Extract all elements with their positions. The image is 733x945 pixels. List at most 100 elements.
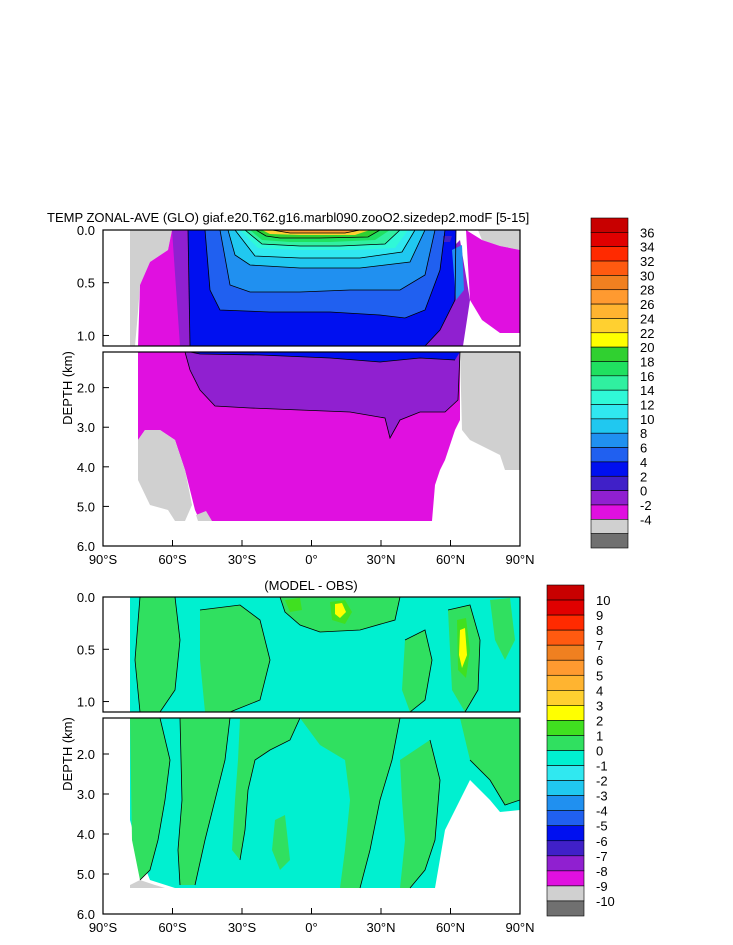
colorbar-swatch	[590, 504, 629, 520]
colorbar-swatch	[590, 447, 629, 463]
y-tick-label: 4.0	[77, 460, 95, 475]
colorbar-swatch	[590, 375, 629, 391]
colorbar-label: -8	[596, 864, 608, 879]
colorbar-label: -4	[596, 804, 608, 819]
diff-upper-field	[103, 597, 520, 712]
colorbar-swatch	[546, 765, 585, 781]
colorbar-swatch	[546, 614, 585, 631]
diff-title: (MODEL - OBS)	[264, 578, 357, 593]
x-tick-label: 30°S	[228, 552, 257, 567]
y-tick-label: 6.0	[77, 539, 95, 554]
colorbar-label: 30	[640, 268, 654, 283]
temp-upper-frame	[102, 229, 521, 347]
colorbar-swatch	[590, 289, 629, 305]
colorbar-swatch	[590, 246, 629, 262]
colorbar-swatch	[546, 599, 585, 616]
diff-lower-field	[103, 718, 520, 914]
colorbar-label: -7	[596, 849, 608, 864]
colorbar-swatch	[546, 659, 585, 676]
y-tick-label: 4.0	[77, 827, 95, 842]
colorbar-label: 26	[640, 297, 654, 312]
colorbar-label: 2	[640, 469, 647, 484]
colorbar-label: -3	[596, 789, 608, 804]
x-tick-label: 0°	[305, 920, 317, 935]
temp-lower-field	[103, 352, 520, 546]
x-tick-label: 60°S	[158, 920, 187, 935]
colorbar-swatch	[546, 885, 585, 902]
colorbar-swatch	[546, 644, 585, 661]
colorbar-label: 28	[640, 283, 654, 298]
colorbar-swatch	[546, 870, 585, 887]
y-tick-label: 5.0	[77, 867, 95, 882]
colorbar-swatch	[590, 303, 629, 319]
colorbar-label: 18	[640, 354, 654, 369]
colorbar-swatch	[546, 750, 585, 766]
temp-plot: TEMP ZONAL-AVE (GLO) giaf.e20.T62.g16.ma…	[47, 210, 654, 567]
colorbar-swatch	[590, 260, 629, 276]
colorbar-label: 4	[596, 683, 603, 698]
colorbar-label: 4	[640, 455, 647, 470]
colorbar-label: 12	[640, 398, 654, 413]
colorbar-swatch	[546, 795, 585, 811]
colorbar-swatch	[590, 346, 629, 362]
colorbar-label: 8	[596, 623, 603, 638]
diff-ylabel: DEPTH (km)	[60, 717, 75, 791]
temp-ylabel: DEPTH (km)	[60, 351, 75, 425]
y-tick-label: 0.5	[77, 642, 95, 657]
colorbar-swatch	[546, 900, 585, 917]
colorbar-label: 24	[640, 311, 654, 326]
colorbar-label: 6	[640, 441, 647, 456]
colorbar-swatch	[590, 217, 629, 233]
y-tick-label: 2.0	[77, 747, 95, 762]
colorbar-swatch	[546, 584, 585, 601]
y-tick-label: 2.0	[77, 381, 95, 396]
colorbar-swatch	[590, 519, 629, 534]
diff-plot: (MODEL - OBS)	[60, 578, 615, 935]
colorbar-label: 0	[596, 744, 603, 759]
colorbar-swatch	[590, 461, 629, 477]
colorbar-label: -2	[640, 498, 652, 513]
x-tick-label: 90°S	[89, 552, 118, 567]
colorbar-label: 1	[596, 728, 603, 743]
y-tick-label: 5.0	[77, 499, 95, 514]
colorbar-label: 22	[640, 326, 654, 341]
y-tick-label: 0.0	[77, 590, 95, 605]
colorbar-label: 9	[596, 608, 603, 623]
colorbar-label: 36	[640, 225, 654, 240]
colorbar-swatch	[590, 418, 629, 434]
colorbar-swatch	[590, 404, 629, 420]
x-tick-label: 30°S	[228, 920, 257, 935]
diff-axes: 90°S 60°S 30°S 0° 30°N 60°N 90°N 0.0 0.5 1.0 2.0 3.…	[77, 590, 535, 935]
y-tick-label: 6.0	[77, 907, 95, 922]
colorbar-label: 7	[596, 638, 603, 653]
colorbar-swatch	[590, 389, 629, 405]
colorbar-label: 10	[596, 593, 610, 608]
colorbar-label: 0	[640, 484, 647, 499]
colorbar-label: 10	[640, 412, 654, 427]
colorbar-label: -2	[596, 774, 608, 789]
colorbar-swatch	[546, 840, 585, 857]
colorbar-swatch	[546, 780, 585, 796]
colorbar-swatch	[546, 629, 585, 646]
colorbar-label: 20	[640, 340, 654, 355]
colorbar-swatch	[590, 361, 629, 377]
colorbar-swatch	[590, 533, 629, 549]
x-tick-label: 0°	[305, 552, 317, 567]
colorbar-label: 8	[640, 426, 647, 441]
temp-title: TEMP ZONAL-AVE (GLO) giaf.e20.T62.g16.ma…	[47, 210, 529, 225]
colorbar-label: -6	[596, 834, 608, 849]
y-tick-label: 3.0	[77, 420, 95, 435]
temp-upper-field	[103, 230, 520, 346]
temp-axes: 90°S 60°S 30°S 0° 30°N 60°N 90°N 0.0 0.5 1.0 2.0 3.…	[77, 223, 535, 567]
colorbar-swatch	[546, 705, 585, 721]
colorbar-label: 5	[596, 668, 603, 683]
y-tick-label: 3.0	[77, 787, 95, 802]
y-tick-label: 0.0	[77, 223, 95, 238]
colorbar-label: 2	[596, 713, 603, 728]
colorbar-swatch	[590, 475, 629, 491]
colorbar-swatch	[546, 825, 585, 842]
colorbar-swatch	[546, 810, 585, 827]
y-tick-label: 1.0	[77, 328, 95, 343]
